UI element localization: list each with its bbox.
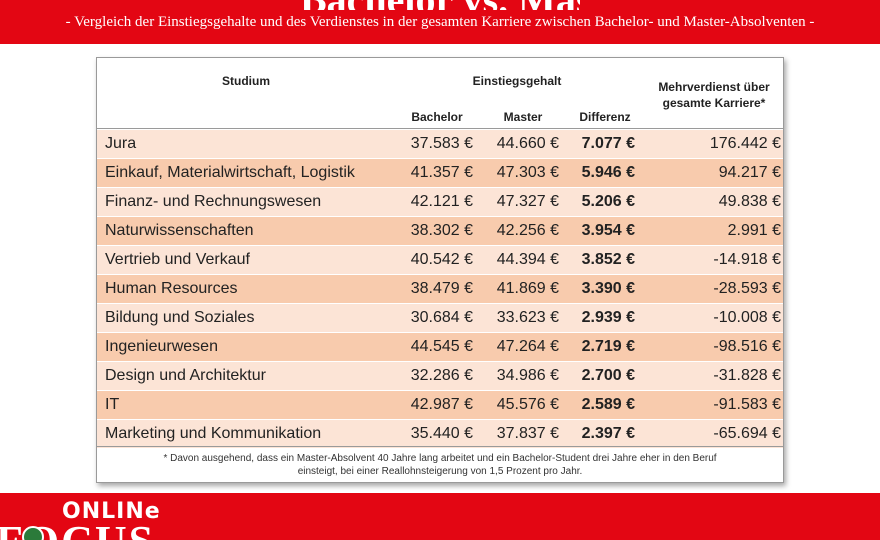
table-row: Finanz- und Rechnungswesen 42.121 € 47.327… [97,188,783,217]
cell-bachelor: 42.987 € [410,396,473,413]
cell-differenz: 2.939 € [581,309,635,326]
cell-mehrverdienst: 49.838 € [718,193,781,210]
globe-icon [22,526,44,540]
cell-differenz: 2.700 € [581,367,635,384]
header-differenz: Differenz [579,110,631,124]
cell-bachelor: 40.542 € [410,251,473,268]
cell-master: 37.837 € [496,425,559,442]
cell-studium: IT [105,396,120,413]
cell-master: 45.576 € [496,396,559,413]
header-bachelor: Bachelor [411,110,463,124]
cell-master: 47.327 € [496,193,559,210]
cell-studium: Marketing und Kommunikation [105,425,322,442]
page-title: Bachelor vs. Master [300,0,580,10]
cell-studium: Design und Architektur [105,367,266,384]
cell-bachelor: 32.286 € [410,367,473,384]
cell-differenz: 3.390 € [581,280,635,297]
cell-differenz: 2.719 € [581,338,635,355]
table-row: Ingenieurwesen 44.545 € 47.264 € 2.719 € -98… [97,333,783,362]
cell-mehrverdienst: 2.991 € [727,222,781,239]
table-row: Bildung und Soziales 30.684 € 33.623 € 2.93… [97,304,783,333]
bottom-banner: ONLINe FOCUS [0,493,880,540]
cell-bachelor: 42.121 € [410,193,473,210]
cell-master: 34.986 € [496,367,559,384]
cell-mehrverdienst: -65.694 € [713,425,781,442]
cell-differenz: 7.077 € [581,135,635,152]
cell-differenz: 2.397 € [581,425,635,442]
cell-master: 44.394 € [496,251,559,268]
header-mehrverdienst-line1: Mehrverdienst über [658,80,770,94]
logo-online-text: ONLINe [62,499,161,524]
cell-master: 47.303 € [496,164,559,181]
cell-bachelor: 38.302 € [410,222,473,239]
cell-studium: Naturwissenschaften [105,222,254,239]
page-subtitle: - Vergleich der Einstiegsgehalte und des… [65,14,815,30]
cell-master: 41.869 € [496,280,559,297]
cell-mehrverdienst: -28.593 € [713,280,781,297]
header-mehrverdienst-line2: gesamte Karriere* [662,96,766,110]
header-studium: Studium [222,74,270,88]
cell-mehrverdienst: -98.516 € [713,338,781,355]
table-body: Jura 37.583 € 44.660 € 7.077 € 176.442 € Eink… [97,130,783,449]
table-row: Naturwissenschaften 38.302 € 42.256 € 3.954… [97,217,783,246]
cell-differenz: 3.852 € [581,251,635,268]
cell-mehrverdienst: -14.918 € [713,251,781,268]
header-master: Master [503,110,543,124]
table-row: Vertrieb und Verkauf 40.542 € 44.394 € 3.85… [97,246,783,275]
cell-master: 44.660 € [496,135,559,152]
cell-bachelor: 37.583 € [410,135,473,152]
cell-bachelor: 38.479 € [410,280,473,297]
cell-mehrverdienst: 176.442 € [709,135,781,152]
table-row: IT 42.987 € 45.576 € 2.589 € -91.583 € [97,391,783,420]
footnote: * Davon ausgehend, dass ein Master-Absol… [97,446,783,482]
cell-studium: Bildung und Soziales [105,309,255,326]
header-einstiegsgehalt: Einstiegsgehalt [472,74,562,88]
top-banner: Bachelor vs. Master - Vergleich der Eins… [0,0,880,44]
table-row: Einkauf, Materialwirtschaft, Logistik 41.… [97,159,783,188]
cell-studium: Human Resources [105,280,238,297]
cell-bachelor: 44.545 € [410,338,473,355]
cell-bachelor: 30.684 € [410,309,473,326]
cell-studium: Einkauf, Materialwirtschaft, Logistik [105,164,355,181]
cell-differenz: 5.946 € [581,164,635,181]
footnote-line1: * Davon ausgehend, dass ein Master-Absol… [163,453,717,464]
cell-differenz: 2.589 € [581,396,635,413]
cell-mehrverdienst: 94.217 € [718,164,781,181]
cell-studium: Ingenieurwesen [105,338,218,355]
cell-mehrverdienst: -10.008 € [713,309,781,326]
table-row: Design und Architektur 32.286 € 34.986 € 2.… [97,362,783,391]
cell-mehrverdienst: -31.828 € [713,367,781,384]
cell-master: 47.264 € [496,338,559,355]
cell-differenz: 3.954 € [581,222,635,239]
table-row: Human Resources 38.479 € 41.869 € 3.390 € -2… [97,275,783,304]
cell-differenz: 5.206 € [581,193,635,210]
cell-mehrverdienst: -91.583 € [713,396,781,413]
table-header: Studium Einstiegsgehalt Bachelor Master … [97,58,783,129]
cell-master: 42.256 € [496,222,559,239]
table-row: Marketing und Kommunikation 35.440 € 37.83… [97,420,783,449]
cell-bachelor: 35.440 € [410,425,473,442]
salary-comparison-table: Studium Einstiegsgehalt Bachelor Master … [96,57,784,483]
cell-studium: Finanz- und Rechnungswesen [105,193,322,210]
cell-studium: Vertrieb und Verkauf [105,251,250,268]
footnote-line2: einsteigt, bei einer Reallohnsteigerung … [297,466,583,477]
cell-master: 33.623 € [496,309,559,326]
cell-studium: Jura [105,135,137,152]
cell-bachelor: 41.357 € [410,164,473,181]
table-row: Jura 37.583 € 44.660 € 7.077 € 176.442 € [97,130,783,159]
